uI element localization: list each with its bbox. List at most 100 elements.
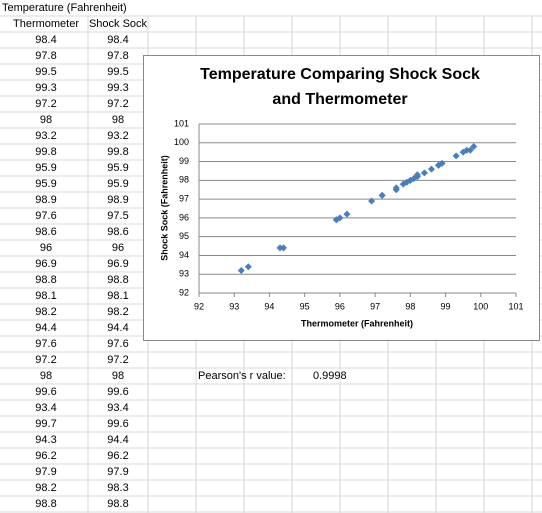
x-tick-label: 93 xyxy=(229,301,239,311)
y-tick-label: 96 xyxy=(179,212,189,222)
cell: 96.9 xyxy=(107,258,128,270)
point xyxy=(413,171,421,179)
cell: 97.6 xyxy=(107,338,128,350)
point xyxy=(378,191,386,199)
cell: 93.2 xyxy=(107,130,128,142)
cell: 98.8 xyxy=(35,274,56,286)
point xyxy=(237,266,245,274)
cell: 93.4 xyxy=(107,402,128,414)
cell: 98.6 xyxy=(35,226,56,238)
x-tick-label: 99 xyxy=(441,301,451,311)
y-tick-label: 93 xyxy=(179,269,189,279)
y-tick-label: 100 xyxy=(174,137,189,147)
cell: 97.5 xyxy=(107,210,128,222)
y-tick-label: 97 xyxy=(179,193,189,203)
point xyxy=(466,146,474,154)
cell: 93.4 xyxy=(35,402,56,414)
pearson-value: 0.9998 xyxy=(313,370,347,382)
x-tick-label: 97 xyxy=(370,301,380,311)
point xyxy=(336,214,344,222)
point xyxy=(403,178,411,186)
x-tick-label: 95 xyxy=(300,301,310,311)
cell: 95.9 xyxy=(35,162,56,174)
cell: 99.3 xyxy=(35,82,56,94)
point xyxy=(470,143,478,151)
cell: 97.9 xyxy=(35,466,56,478)
cell: 95.9 xyxy=(107,178,128,190)
chart-title: and Thermometer xyxy=(272,91,407,108)
y-tick-label: 99 xyxy=(179,156,189,166)
cell: 98.1 xyxy=(35,290,56,302)
point xyxy=(368,197,376,205)
cell: 94.4 xyxy=(35,322,56,334)
cell: 97.9 xyxy=(107,466,128,478)
y-tick-label: 101 xyxy=(174,118,189,128)
cell: 96.2 xyxy=(35,450,56,462)
cell: 98.2 xyxy=(35,482,56,494)
cell: 98.6 xyxy=(107,226,128,238)
header: Shock Sock xyxy=(89,18,148,30)
cell: 98 xyxy=(40,114,52,126)
point xyxy=(276,244,284,252)
sheet-title: Temperature (Fahrenheit) xyxy=(2,2,127,14)
pearson-label: Pearson's r value: xyxy=(198,370,286,382)
point xyxy=(280,244,288,252)
cell: 94.4 xyxy=(107,434,128,446)
point xyxy=(392,184,400,192)
cell: 97.6 xyxy=(35,210,56,222)
cell: 99.3 xyxy=(107,82,128,94)
x-tick-label: 96 xyxy=(335,301,345,311)
x-axis-label: Thermometer (Fahrenheit) xyxy=(301,318,413,328)
cell: 98.3 xyxy=(107,482,128,494)
y-tick-label: 92 xyxy=(179,287,189,297)
cell: 97.2 xyxy=(107,98,128,110)
point xyxy=(427,165,435,173)
point xyxy=(463,146,471,154)
cell: 98.8 xyxy=(107,498,128,510)
cell: 98.8 xyxy=(107,274,128,286)
point xyxy=(420,169,428,177)
y-tick-label: 98 xyxy=(179,175,189,185)
x-tick-label: 94 xyxy=(264,301,274,311)
cell: 99.8 xyxy=(107,146,128,158)
header: Thermometer xyxy=(13,18,79,30)
cell: 94.3 xyxy=(35,434,56,446)
y-tick-label: 94 xyxy=(179,250,189,260)
cell: 99.5 xyxy=(35,66,56,78)
cell: 96.9 xyxy=(35,258,56,270)
x-tick-label: 101 xyxy=(508,301,523,311)
cell: 99.8 xyxy=(35,146,56,158)
cell: 98 xyxy=(112,114,124,126)
point xyxy=(244,263,252,271)
cell: 98.2 xyxy=(35,306,56,318)
cell: 99.7 xyxy=(35,418,56,430)
y-axis-label: Shock Sock (Fahrenheit) xyxy=(159,155,169,261)
point xyxy=(343,210,351,218)
x-tick-label: 100 xyxy=(473,301,488,311)
cell: 94.4 xyxy=(107,322,128,334)
cell: 97.2 xyxy=(107,354,128,366)
cell: 97.8 xyxy=(107,50,128,62)
cell: 96 xyxy=(112,242,124,254)
cell: 96 xyxy=(40,242,52,254)
cell: 99.6 xyxy=(35,386,56,398)
cell: 97.2 xyxy=(35,354,56,366)
cell: 97.2 xyxy=(35,98,56,110)
cell: 98 xyxy=(40,370,52,382)
cell: 99.6 xyxy=(107,386,128,398)
x-tick-label: 92 xyxy=(194,301,204,311)
cell: 93.2 xyxy=(35,130,56,142)
cell: 99.6 xyxy=(107,418,128,430)
cell: 98.4 xyxy=(35,34,56,46)
cell: 95.9 xyxy=(35,178,56,190)
cell: 99.5 xyxy=(107,66,128,78)
point xyxy=(435,161,443,169)
cell: 97.6 xyxy=(35,338,56,350)
chart: Temperature Comparing Shock Sock and Ther… xyxy=(143,55,540,341)
cell: 98.8 xyxy=(35,498,56,510)
cell: 98.2 xyxy=(107,306,128,318)
cell: 98.1 xyxy=(107,290,128,302)
y-tick-label: 95 xyxy=(179,231,189,241)
cell: 98 xyxy=(112,370,124,382)
